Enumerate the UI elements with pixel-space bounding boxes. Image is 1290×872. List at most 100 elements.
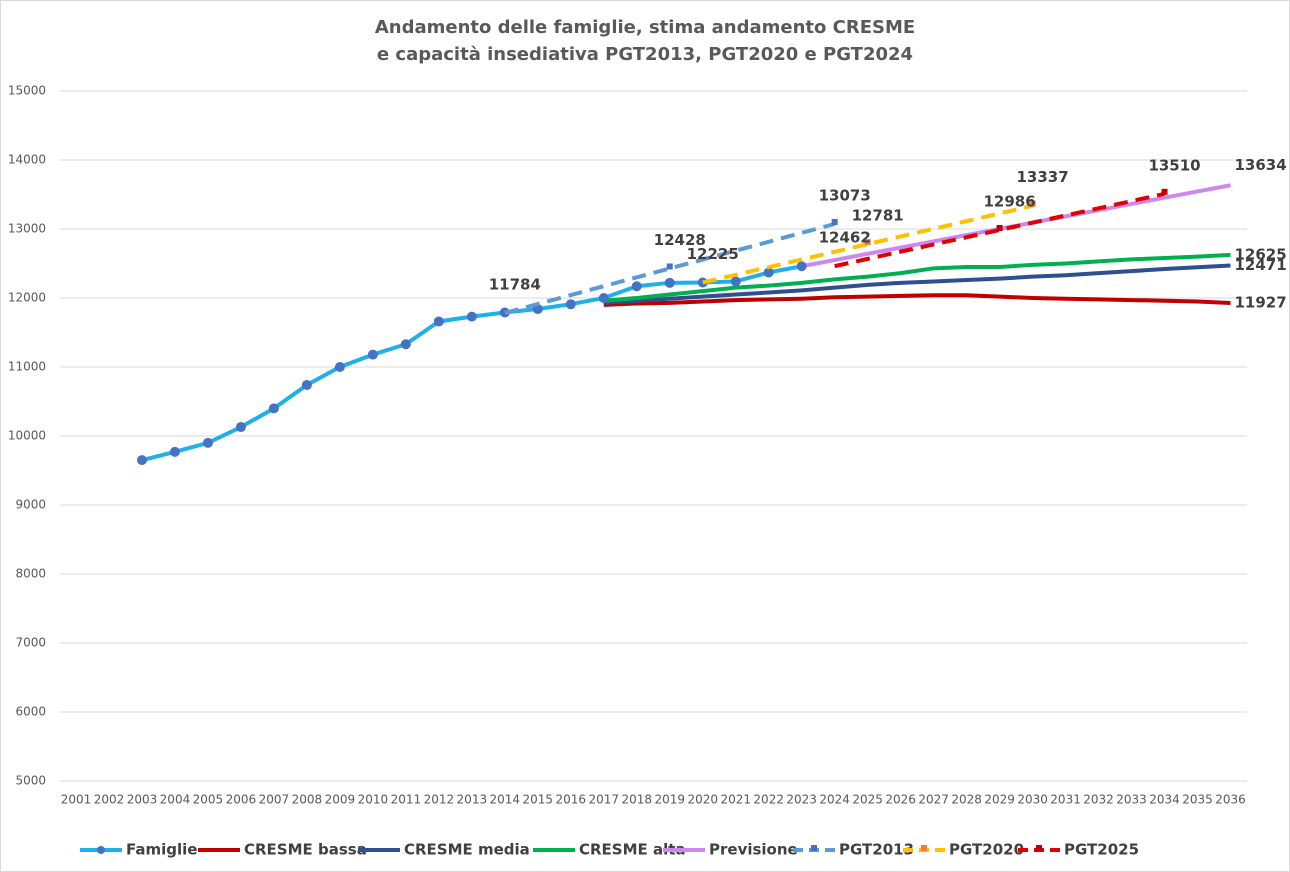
x-tick-label: 2035: [1182, 793, 1213, 807]
x-tick-label: 2005: [193, 793, 224, 807]
y-tick-label: 13000: [8, 222, 46, 236]
legend-label: CRESME bassa: [244, 841, 367, 859]
legend-label: PGT2020: [949, 841, 1024, 859]
x-tick-label: 2008: [292, 793, 323, 807]
legend-label: CRESME alta: [579, 841, 686, 859]
x-tick-label: 2013: [457, 793, 488, 807]
x-tick-label: 2014: [490, 793, 521, 807]
point-marker: [301, 379, 312, 390]
y-tick-label: 5000: [15, 774, 46, 788]
point-marker: [730, 276, 741, 287]
series-line: [702, 203, 1034, 285]
point-marker: [334, 362, 345, 372]
x-tick-label: 2012: [424, 793, 455, 807]
point-marker: [235, 422, 246, 433]
x-tick-label: 2027: [918, 793, 949, 807]
point-marker: [666, 263, 673, 270]
data-label: 12471: [1235, 256, 1287, 274]
x-tick-label: 2017: [588, 793, 619, 807]
x-tick-label: 2021: [720, 793, 751, 807]
legend-marker: [1036, 845, 1042, 851]
y-tick-label: 6000: [15, 705, 46, 719]
x-tick-label: 2031: [1050, 793, 1081, 807]
x-tick-label: 2018: [621, 793, 652, 807]
point-marker: [631, 281, 642, 292]
x-tick-label: 2025: [852, 793, 883, 807]
x-tick-label: 2007: [259, 793, 290, 807]
y-tick-label: 8000: [15, 567, 46, 581]
point-marker: [466, 311, 477, 322]
chart-title: e capacità insediativa PGT2013, PGT2020 …: [377, 44, 913, 65]
x-tick-label: 2032: [1083, 793, 1114, 807]
point-marker: [664, 277, 675, 288]
x-tick-label: 2003: [127, 793, 158, 807]
point-marker: [996, 224, 1003, 231]
x-tick-label: 2024: [819, 793, 850, 807]
y-tick-label: 10000: [8, 429, 46, 443]
point-marker: [400, 339, 411, 350]
data-label: 12225: [687, 245, 739, 263]
data-label: 11784: [489, 275, 541, 293]
point-marker: [831, 218, 838, 225]
x-tick-label: 2034: [1149, 793, 1180, 807]
data-label: 12625: [1235, 245, 1287, 263]
point-marker: [268, 403, 279, 414]
y-tick-label: 7000: [15, 636, 46, 650]
series-line: [603, 293, 1231, 307]
data-label: 11927: [1235, 294, 1287, 312]
x-tick-label: 2026: [885, 793, 916, 807]
x-tick-label: 2029: [984, 793, 1015, 807]
x-tick-label: 2006: [226, 793, 257, 807]
point-marker: [864, 239, 871, 246]
x-tick-label: 2036: [1215, 793, 1246, 807]
legend-label: CRESME media: [404, 841, 530, 859]
point-marker: [136, 455, 147, 466]
data-label: 13634: [1235, 156, 1287, 174]
data-label: 13337: [1016, 168, 1068, 186]
x-tick-label: 2011: [391, 793, 422, 807]
x-tick-label: 2020: [687, 793, 718, 807]
x-tick-label: 2010: [358, 793, 389, 807]
legend-marker: [97, 846, 105, 854]
point-marker: [598, 293, 609, 303]
data-label: 12986: [984, 192, 1036, 210]
point-marker: [202, 437, 213, 448]
x-tick-label: 2002: [94, 793, 125, 807]
x-tick-label: 2009: [325, 793, 356, 807]
point-marker: [763, 267, 774, 278]
y-tick-label: 14000: [8, 153, 46, 167]
x-tick-label: 2004: [160, 793, 191, 807]
data-label: 12781: [852, 207, 904, 225]
y-tick-label: 9000: [15, 498, 46, 512]
y-tick-label: 12000: [8, 291, 46, 305]
y-tick-label: 15000: [8, 84, 46, 98]
data-label: 12462: [819, 229, 871, 247]
point-marker: [433, 316, 444, 327]
data-label: 12428: [654, 231, 706, 249]
legend-marker: [811, 845, 817, 851]
point-marker: [1161, 188, 1168, 195]
x-tick-label: 2016: [556, 793, 587, 807]
y-tick-label: 11000: [8, 360, 46, 374]
point-marker: [169, 446, 180, 457]
x-tick-label: 2001: [61, 793, 92, 807]
series-line: [834, 191, 1165, 269]
x-tick-label: 2033: [1116, 793, 1147, 807]
legend-label: Previsione: [709, 841, 798, 859]
legend-label: PGT2013: [839, 841, 914, 859]
legend-marker: [921, 845, 927, 851]
legend-label: Famiglie: [126, 841, 197, 859]
chart-title: Andamento delle famiglie, stima andament…: [375, 17, 915, 38]
point-marker: [565, 299, 576, 310]
series-line: [603, 263, 1231, 305]
point-marker: [1029, 200, 1036, 207]
x-tick-label: 2028: [951, 793, 982, 807]
x-tick-label: 2015: [523, 793, 554, 807]
point-marker: [796, 261, 807, 272]
legend-label: PGT2025: [1064, 841, 1139, 859]
series-line: [603, 252, 1231, 303]
point-marker: [367, 349, 378, 360]
x-tick-label: 2019: [654, 793, 685, 807]
data-label: 13073: [819, 186, 871, 204]
